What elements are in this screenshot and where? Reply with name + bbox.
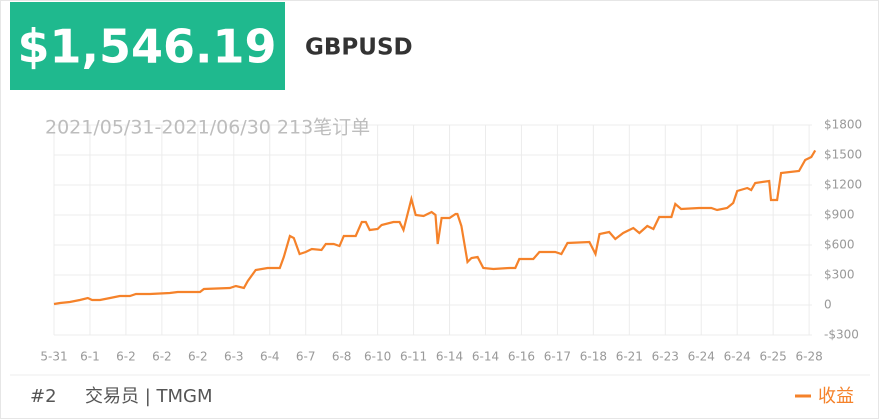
y-tick-label: -$300 [824, 328, 859, 342]
y-tick-label: $1200 [824, 178, 862, 192]
x-tick-label: 6-4 [260, 350, 280, 364]
x-tick-label: 6-14 [472, 350, 499, 364]
x-tick-label: 6-10 [364, 350, 391, 364]
legend-label: 收益 [818, 386, 854, 407]
line [53, 149, 817, 306]
x-tick-label: 6-2 [152, 350, 172, 364]
x-tick-label: 6-17 [544, 350, 571, 364]
x-tick-label: 6-11 [400, 350, 427, 364]
x-tick-label: 6-23 [652, 350, 679, 364]
y-tick-label: 0 [824, 298, 832, 312]
x-tick-label: 6-25 [760, 350, 787, 364]
y-tick-label: $300 [824, 268, 855, 282]
x-tick-label: 6-24 [688, 350, 715, 364]
x-tick-label: 6-8 [332, 350, 352, 364]
x-tick-label: 6-16 [508, 350, 535, 364]
y-tick-label: $1800 [824, 118, 862, 132]
y-tick-label: $900 [824, 208, 855, 222]
x-tick-label: 6-24 [724, 350, 751, 364]
amount: $1,546.19 [18, 20, 277, 74]
x-tick-label: 5-31 [40, 350, 67, 364]
trader: 交易员 | TMGM [85, 386, 213, 407]
x-tick-label: 6-3 [224, 350, 244, 364]
symbol: GBPUSD [305, 35, 413, 61]
x-tick-label: 6-2 [116, 350, 136, 364]
rank: #2 [30, 386, 57, 407]
y-tick-label: $1500 [824, 148, 862, 162]
x-tick-label: 6-28 [795, 350, 822, 364]
x-tick-label: 6-7 [296, 350, 316, 364]
x-tick-label: 6-18 [580, 350, 607, 364]
x-tick-label: 6-1 [80, 350, 100, 364]
subtitle: 2021/05/31-2021/06/30 213笔订单 [45, 117, 370, 139]
y-tick-label: $600 [824, 238, 855, 252]
x-tick-label: 6-21 [616, 350, 643, 364]
x-tick-label: 6-2 [188, 350, 208, 364]
x-tick-label: 6-14 [436, 350, 463, 364]
amount-box [10, 2, 285, 90]
